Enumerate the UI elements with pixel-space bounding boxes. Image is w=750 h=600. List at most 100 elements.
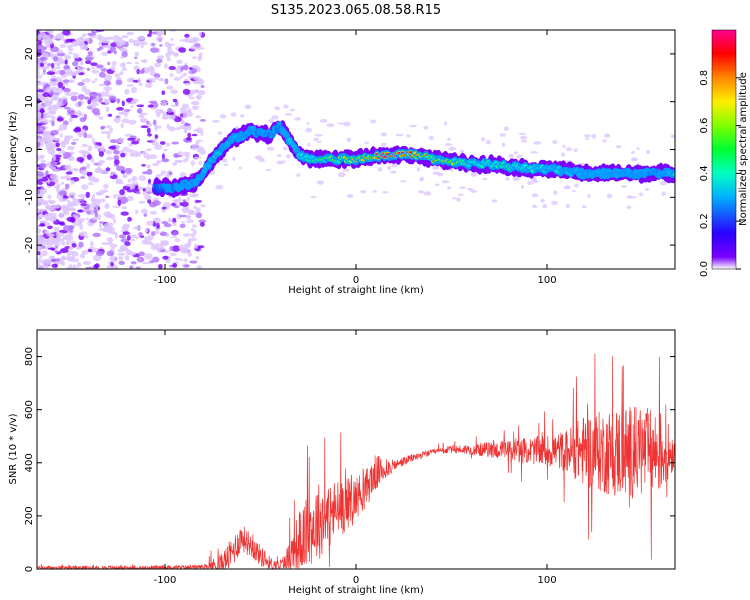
noise-blob bbox=[448, 146, 457, 151]
x-tick-label: -100 bbox=[154, 275, 177, 286]
noise-blob bbox=[51, 115, 56, 121]
noise-blob bbox=[457, 193, 464, 196]
noise-blob bbox=[118, 260, 125, 265]
noise-blob bbox=[90, 62, 98, 66]
noise-blob bbox=[140, 208, 148, 214]
noise-blob bbox=[106, 88, 110, 95]
noise-blob bbox=[195, 255, 200, 260]
noise-blob bbox=[64, 106, 71, 110]
noise-blob bbox=[52, 169, 61, 173]
noise-blob bbox=[172, 162, 178, 166]
noise-blob bbox=[179, 110, 185, 114]
noise-blob bbox=[120, 170, 125, 174]
noise-blob bbox=[78, 72, 85, 76]
noise-blob bbox=[124, 113, 128, 118]
noise-blob bbox=[85, 217, 89, 220]
noise-blob bbox=[141, 164, 146, 167]
noise-blob bbox=[86, 162, 90, 169]
noise-blob bbox=[52, 155, 56, 162]
noise-blob bbox=[171, 245, 181, 252]
noise-blob bbox=[71, 251, 79, 257]
noise-blob bbox=[56, 148, 62, 151]
noise-blob bbox=[138, 82, 143, 87]
noise-blob bbox=[144, 236, 148, 241]
noise-blob bbox=[188, 209, 194, 214]
noise-blob bbox=[144, 186, 154, 192]
noise-blob bbox=[285, 154, 291, 159]
noise-blob bbox=[161, 90, 166, 95]
noise-blob bbox=[169, 73, 174, 78]
noise-blob bbox=[150, 245, 158, 251]
noise-blob bbox=[192, 81, 201, 85]
noise-blob bbox=[77, 217, 85, 223]
noise-blob bbox=[566, 147, 573, 152]
noise-blob bbox=[183, 140, 193, 143]
noise-blob bbox=[37, 231, 41, 234]
noise-blob bbox=[144, 228, 149, 233]
noise-blob bbox=[103, 97, 108, 104]
colorbar-ticks: 0.0 0.2 0.4 0.6 0.8 bbox=[699, 70, 741, 277]
noise-blob bbox=[48, 38, 54, 45]
noise-blob bbox=[45, 139, 50, 144]
noise-blob bbox=[136, 104, 144, 108]
noise-blob bbox=[60, 123, 66, 128]
noise-blob bbox=[74, 57, 82, 62]
noise-blob bbox=[80, 169, 89, 176]
noise-blob bbox=[107, 36, 114, 40]
noise-blob bbox=[513, 151, 519, 155]
noise-blob bbox=[38, 264, 47, 268]
noise-blob bbox=[644, 188, 650, 191]
noise-blob bbox=[108, 95, 117, 101]
noise-blob bbox=[449, 167, 454, 172]
noise-blob bbox=[81, 249, 89, 255]
noise-blob bbox=[99, 189, 105, 194]
noise-blob bbox=[635, 163, 641, 166]
noise-blob bbox=[130, 238, 136, 242]
noise-blob bbox=[106, 82, 111, 85]
noise-blob bbox=[52, 105, 57, 110]
noise-blob bbox=[148, 65, 154, 70]
noise-blob bbox=[146, 220, 154, 226]
noise-blob bbox=[105, 156, 114, 161]
noise-blob bbox=[92, 193, 96, 201]
noise-blob bbox=[156, 55, 165, 59]
noise-blob bbox=[161, 116, 169, 120]
noise-blob bbox=[390, 170, 397, 174]
noise-blob bbox=[94, 78, 98, 81]
noise-blob bbox=[121, 100, 125, 107]
noise-blob bbox=[39, 254, 43, 259]
noise-blob bbox=[630, 151, 635, 154]
y-tick-label: 20 bbox=[24, 48, 35, 61]
noise-blob bbox=[102, 40, 111, 44]
snr-x-axis-label: Height of straight line (km) bbox=[288, 585, 424, 596]
noise-blob bbox=[49, 173, 59, 180]
noise-blob bbox=[80, 205, 85, 209]
spectrogram-x-axis-label: Height of straight line (km) bbox=[288, 285, 424, 296]
noise-blob bbox=[96, 95, 100, 101]
noise-blob bbox=[163, 148, 168, 152]
noise-blob bbox=[63, 88, 71, 92]
noise-blob bbox=[93, 264, 99, 269]
noise-blob bbox=[423, 191, 432, 196]
noise-blob bbox=[173, 116, 182, 123]
noise-blob bbox=[200, 85, 205, 88]
noise-blob bbox=[47, 194, 52, 199]
noise-blob bbox=[140, 44, 144, 49]
noise-blob bbox=[166, 57, 171, 62]
noise-blob bbox=[530, 151, 538, 154]
noise-blob bbox=[71, 40, 80, 47]
noise-blob bbox=[98, 162, 102, 167]
noise-blob bbox=[96, 47, 101, 52]
noise-blob bbox=[131, 182, 139, 186]
noise-blob bbox=[109, 46, 117, 53]
noise-blob bbox=[37, 138, 43, 142]
noise-blob bbox=[47, 111, 57, 115]
y-tick-label: 0 bbox=[24, 146, 35, 152]
noise-blob bbox=[105, 195, 110, 199]
noise-blob bbox=[184, 33, 190, 38]
noise-blob bbox=[152, 200, 162, 206]
colorbar-label: Normalized spectral amplitude bbox=[738, 72, 749, 226]
noise-blob bbox=[190, 45, 197, 50]
noise-blob bbox=[103, 74, 113, 81]
